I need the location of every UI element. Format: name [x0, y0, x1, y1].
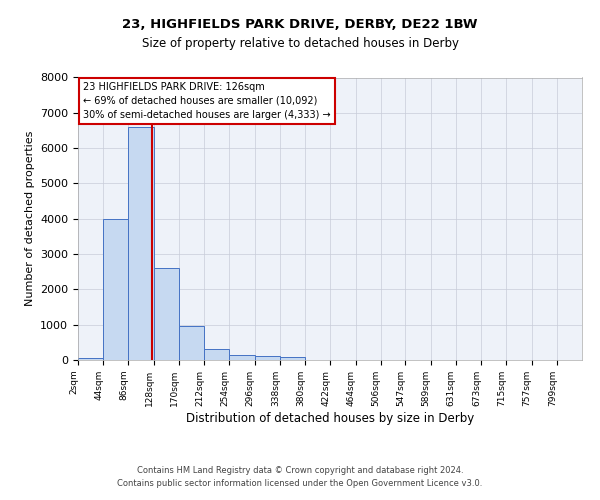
Text: 23, HIGHFIELDS PARK DRIVE, DERBY, DE22 1BW: 23, HIGHFIELDS PARK DRIVE, DERBY, DE22 1… [122, 18, 478, 30]
Y-axis label: Number of detached properties: Number of detached properties [25, 131, 35, 306]
Bar [179, 326, 204, 360]
Bar [78, 358, 103, 360]
Bar [103, 219, 128, 360]
Bar [204, 349, 229, 360]
Bar [229, 355, 254, 360]
Text: Size of property relative to detached houses in Derby: Size of property relative to detached ho… [142, 38, 458, 51]
Bar [280, 357, 305, 360]
Text: Contains HM Land Registry data © Crown copyright and database right 2024.
Contai: Contains HM Land Registry data © Crown c… [118, 466, 482, 487]
Bar [254, 356, 280, 360]
X-axis label: Distribution of detached houses by size in Derby: Distribution of detached houses by size … [186, 412, 474, 424]
Bar [154, 268, 179, 360]
Text: 23 HIGHFIELDS PARK DRIVE: 126sqm
← 69% of detached houses are smaller (10,092)
3: 23 HIGHFIELDS PARK DRIVE: 126sqm ← 69% o… [83, 82, 331, 120]
Bar [128, 127, 154, 360]
